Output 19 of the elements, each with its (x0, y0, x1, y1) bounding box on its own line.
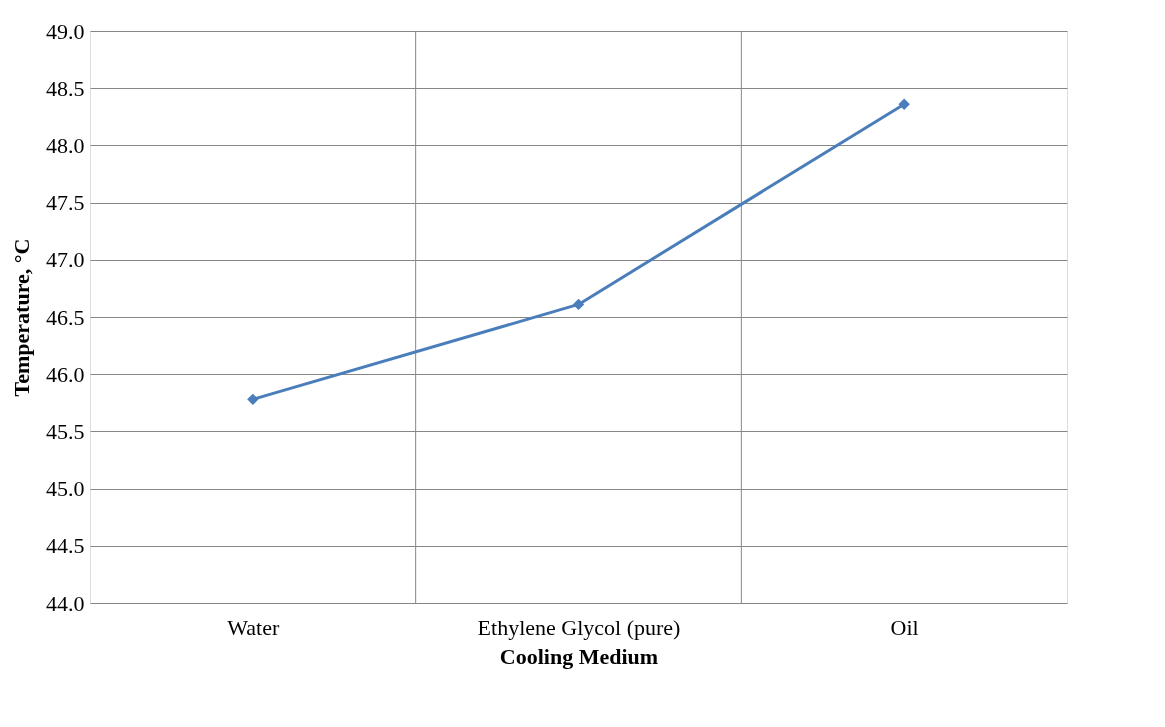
x-tick-label: Water (227, 614, 280, 640)
y-axis-title: Temperature, °C (9, 238, 34, 397)
x-tick-label: Oil (890, 614, 919, 640)
y-tick-label: 45.0 (46, 476, 85, 502)
point (572, 298, 585, 311)
x-tick-label: Ethylene Glycol (pure) (477, 614, 681, 640)
point (247, 393, 259, 406)
y-tick-label: 46.5 (46, 304, 85, 330)
y-tick-label: 46.0 (46, 361, 85, 387)
y-tick-label: 47.5 (46, 190, 85, 216)
point (898, 98, 910, 110)
y-tick-label: 48.5 (46, 75, 85, 101)
x-axis-title: Cooling Medium (499, 643, 659, 669)
y-tick-label: 45.5 (46, 418, 85, 444)
y-tick-label: 48.0 (46, 132, 85, 158)
y-tick-label: 44.0 (46, 590, 85, 616)
y-tick-label: 47.0 (46, 247, 85, 273)
y-tick-label: 44.5 (46, 533, 85, 559)
y-tick-label: 49.0 (46, 18, 85, 44)
